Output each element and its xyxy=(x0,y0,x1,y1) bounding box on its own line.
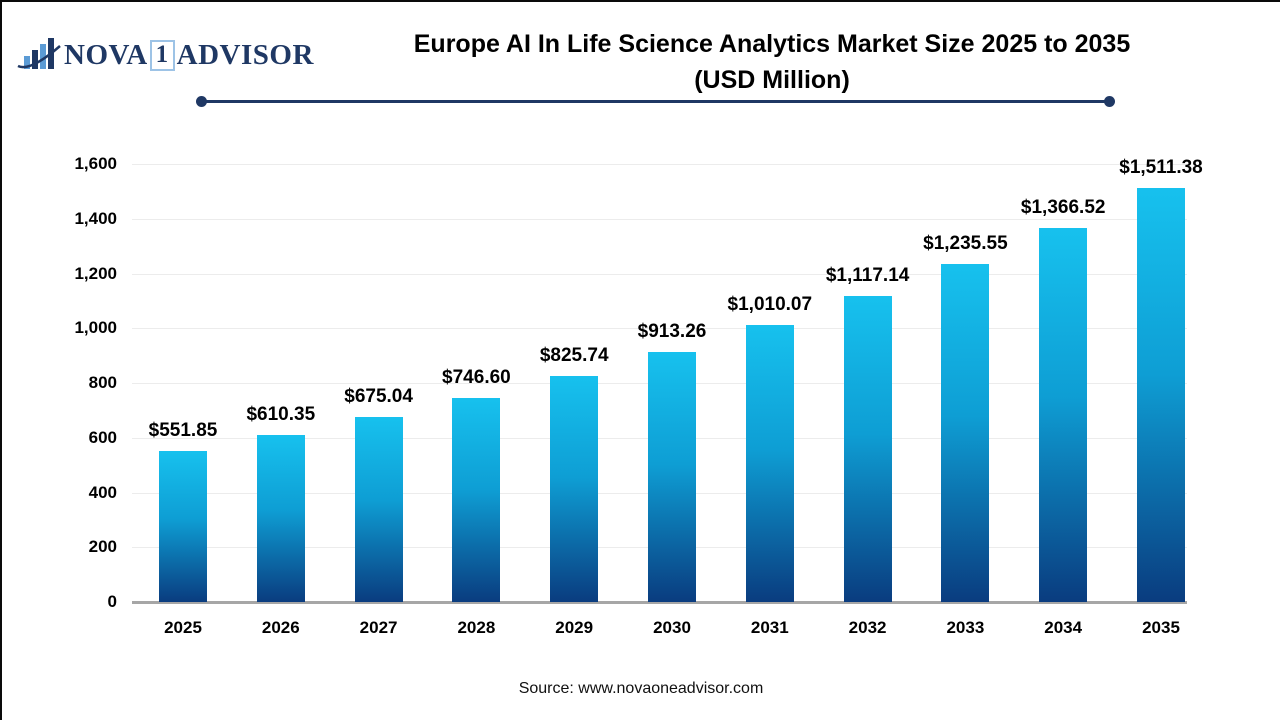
bar-2029 xyxy=(550,375,599,602)
rule-left-dot xyxy=(196,96,207,107)
bar-2034 xyxy=(1039,227,1088,602)
logo-text-advisor: ADVISOR xyxy=(176,38,314,71)
bar-2027 xyxy=(354,417,403,602)
bar-value-label: $1,117.14 xyxy=(825,265,910,287)
x-axis-tick-label: 2030 xyxy=(653,618,691,637)
bar-value-label: $1,010.07 xyxy=(727,294,813,316)
x-axis-tick-label: 2028 xyxy=(457,618,496,637)
x-axis-tick-label: 2029 xyxy=(555,618,594,637)
source-credit: Source: www.novaoneadvisor.com xyxy=(518,680,764,697)
x-axis-tick-label: 2032 xyxy=(848,618,887,637)
x-axis-tick-label: 2025 xyxy=(164,618,202,637)
bar-2032 xyxy=(843,296,892,602)
bar-2030 xyxy=(648,351,696,602)
x-axis-line xyxy=(132,601,1187,604)
logo-text-nova: NOVA xyxy=(64,38,148,71)
x-axis-tick-label: 2034 xyxy=(1044,618,1083,637)
bar-2035 xyxy=(1137,188,1185,602)
chart-title-line1: Europe AI In Life Science Analytics Mark… xyxy=(413,30,1131,58)
logo-text-one: 1 xyxy=(149,39,175,71)
chart-title-line2: (USD Million) xyxy=(694,66,850,95)
y-axis-tick-label: 0 xyxy=(107,592,117,611)
y-axis-tick-label: 1,200 xyxy=(74,263,117,283)
x-axis-tick-label: 2033 xyxy=(946,618,985,637)
bar-value-label: $825.74 xyxy=(539,344,609,366)
logo-bar-chart-icon xyxy=(17,38,61,69)
title-underline-rule xyxy=(196,96,1115,107)
y-axis-tick-label: 400 xyxy=(88,482,117,502)
nova-one-advisor-logo: NOVA 1 ADVISOR xyxy=(16,34,314,76)
bar-value-label: $1,235.55 xyxy=(923,232,1008,254)
bar-value-label: $1,511.38 xyxy=(1119,157,1203,179)
x-axis-tick-label: 2026 xyxy=(261,618,300,637)
bar-value-label: $746.60 xyxy=(442,366,511,388)
rule-right-dot xyxy=(1104,96,1115,107)
grid-line xyxy=(132,164,1187,165)
chart-title: Europe AI In Life Science Analytics Mark… xyxy=(322,26,1222,99)
y-axis-tick-label: 1,600 xyxy=(74,154,117,173)
y-axis-tick-label: 1,400 xyxy=(74,208,117,228)
grid-line xyxy=(132,328,1187,330)
y-axis-tick-label: 600 xyxy=(88,427,117,447)
y-axis-tick-label: 800 xyxy=(88,373,117,392)
bar-value-label: $913.26 xyxy=(637,320,707,342)
grid-line xyxy=(132,273,1187,275)
bar-2028 xyxy=(452,397,501,602)
bar-value-label: $675.04 xyxy=(344,386,413,408)
bar-2033 xyxy=(941,263,990,602)
bar-value-label: $610.35 xyxy=(246,403,316,425)
bar-value-label: $1,366.52 xyxy=(1020,196,1106,218)
x-axis-tick-label: 2027 xyxy=(359,618,398,637)
x-axis-tick-label: 2035 xyxy=(1142,618,1180,637)
y-axis-tick-label: 1,000 xyxy=(74,318,117,338)
x-axis-tick-label: 2031 xyxy=(750,618,789,637)
bar-value-label: $551.85 xyxy=(148,419,218,441)
bar-2025 xyxy=(159,450,207,602)
bar-2031 xyxy=(745,325,794,602)
y-axis-tick-label: 200 xyxy=(88,537,117,557)
grid-line xyxy=(132,218,1187,220)
bar-2026 xyxy=(256,434,305,602)
